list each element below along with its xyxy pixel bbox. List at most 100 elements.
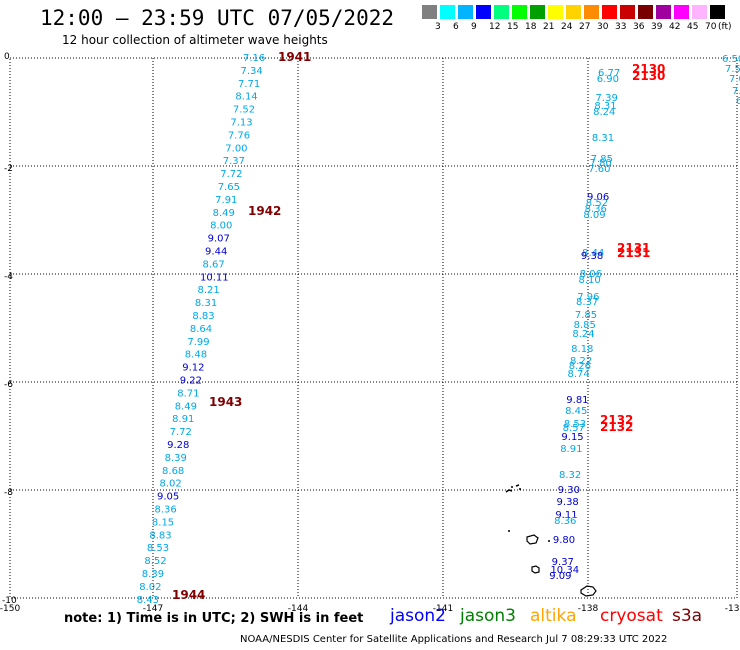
- wave-height-value: 10.11: [200, 272, 229, 283]
- colorbar-swatch: [476, 5, 491, 19]
- wave-height-value: 8.44: [582, 248, 604, 259]
- wave-height-value: 7.0: [729, 74, 740, 85]
- wave-height-value: 7.16: [243, 53, 265, 64]
- colorbar-swatch: [674, 5, 689, 19]
- colorbar-swatch: [494, 5, 509, 19]
- legend-altika: altika: [530, 606, 577, 626]
- wave-height-value: 7.: [732, 86, 740, 97]
- colorbar-label: 27: [579, 22, 591, 32]
- page-subtitle: 12 hour collection of altimeter wave hei…: [62, 33, 328, 47]
- wave-height-value: 9.05: [157, 492, 179, 503]
- colorbar-swatch: [422, 5, 437, 19]
- colorbar-swatch: [440, 5, 455, 19]
- wave-height-value: 7.39: [596, 93, 618, 104]
- colorbar-label: 39: [651, 22, 663, 32]
- colorbar-label: 36: [633, 22, 645, 32]
- x-tick-label: -150: [0, 604, 20, 614]
- wave-height-value: 6: [736, 96, 740, 107]
- note-text: note: 1) Time is in UTC; 2) SWH is in fe…: [64, 611, 364, 626]
- wave-height-value: 8.10: [578, 275, 600, 286]
- wave-height-value: 9.11: [555, 510, 577, 521]
- wave-height-value: 8.36: [154, 505, 176, 516]
- wave-height-value: 8.32: [559, 470, 581, 481]
- wave-height-value: 9.15: [561, 432, 583, 443]
- colorbar-label: 33: [615, 22, 627, 32]
- legend-s3a: s3a: [672, 606, 703, 626]
- colorbar-unit: (ft): [718, 22, 732, 32]
- y-tick-label: 0: [4, 52, 10, 62]
- x-tick-label: -135: [725, 604, 740, 614]
- wave-height-value: 8.53: [564, 419, 586, 430]
- colorbar-swatch: [656, 5, 671, 19]
- x-tick-label: -138: [578, 604, 599, 614]
- y-tick-label: -8: [4, 488, 13, 498]
- wave-height-value: 7.34: [240, 66, 262, 77]
- wave-height-value: 8.67: [203, 259, 225, 270]
- colorbar-label: 9: [471, 22, 477, 32]
- colorbar-swatch: [602, 5, 617, 19]
- wave-height-value: 9.38: [557, 497, 579, 508]
- wave-height-value: 8.52: [144, 556, 166, 567]
- pass-time-label: 2130: [632, 69, 665, 83]
- pass-time-label: 2131: [617, 246, 650, 260]
- pass-time-label: 2130: [632, 62, 665, 76]
- wave-height-value: 8.00: [210, 221, 232, 232]
- wave-height-value: 7.85: [591, 154, 613, 165]
- wave-height-value: 7.60: [588, 164, 610, 175]
- pass-time-label: 2131: [617, 241, 650, 255]
- colorbar-label: 12: [489, 22, 501, 32]
- wave-height-value: 8.74: [568, 369, 590, 380]
- legend-jason3: jason3: [460, 606, 516, 626]
- wave-height-value: 8.02: [160, 479, 182, 490]
- wave-height-value: 8.24: [593, 107, 615, 118]
- colorbar-label: 3: [435, 22, 441, 32]
- wave-height-value: 8.83: [192, 311, 214, 322]
- wave-height-value: 8.15: [152, 517, 174, 528]
- wave-height-value: 9.28: [167, 440, 189, 451]
- wave-height-value: 8.39: [165, 453, 187, 464]
- wave-height-value: 7.52: [233, 105, 255, 116]
- wave-height-values: 7.16 7.34 7.71 8.14 7.52 7.137.76 7.00 7.37 7.72…: [137, 53, 740, 606]
- colorbar-swatch: [530, 5, 545, 19]
- colorbar-swatch: [458, 5, 473, 19]
- x-tick-label: -147: [143, 604, 163, 614]
- colorbar-swatch: [512, 5, 527, 19]
- wave-height-value: 9.37: [552, 557, 574, 568]
- wave-height-value: 8.48: [185, 350, 207, 361]
- wave-height-value: 8.43: [137, 595, 159, 606]
- wave-height-value: 8.31: [594, 101, 616, 112]
- y-tick-label: -4: [4, 272, 13, 282]
- wave-height-value: 9.30: [558, 485, 580, 496]
- colorbar-label: 70: [705, 22, 717, 32]
- wave-height-value: 8.68: [162, 466, 184, 477]
- colorbar-label: 6: [453, 22, 459, 32]
- colorbar-swatch: [710, 5, 725, 19]
- wave-height-value: 8.06: [580, 269, 602, 280]
- pass-time-label: 1941: [278, 50, 311, 64]
- y-tick-label: -10: [2, 596, 17, 606]
- island-shape: [505, 484, 521, 493]
- page-title: 12:00 — 23:59 UTC 07/05/2022: [40, 6, 395, 30]
- colorbar-swatch: [620, 5, 635, 19]
- wave-height-value: 7.96: [577, 292, 599, 303]
- wave-height-value: 8.36: [585, 204, 607, 215]
- colorbar-swatch: [692, 5, 707, 19]
- wave-height-value: 7.13: [230, 118, 252, 129]
- wave-height-value: 9.06: [587, 192, 609, 203]
- colorbar-label: 15: [507, 22, 519, 32]
- pass-time-label: 2132: [600, 413, 633, 427]
- wave-height-value: 8.14: [235, 92, 257, 103]
- colorbar-swatch: [638, 5, 653, 19]
- wave-height-value: 9.09: [549, 571, 571, 582]
- wave-height-value: 8.31: [592, 133, 614, 144]
- pass-time-label: 2132: [600, 420, 633, 434]
- wave-height-value: 8.71: [177, 388, 199, 399]
- island-shape: [580, 585, 597, 597]
- y-tick-label: -6: [4, 380, 13, 390]
- x-tick-label: -144: [288, 604, 309, 614]
- wave-height-value: 9.44: [205, 247, 227, 258]
- wave-height-value: 8.49: [213, 208, 235, 219]
- wave-height-value: 8.45: [565, 406, 587, 417]
- wave-height-value: 8.91: [172, 414, 194, 425]
